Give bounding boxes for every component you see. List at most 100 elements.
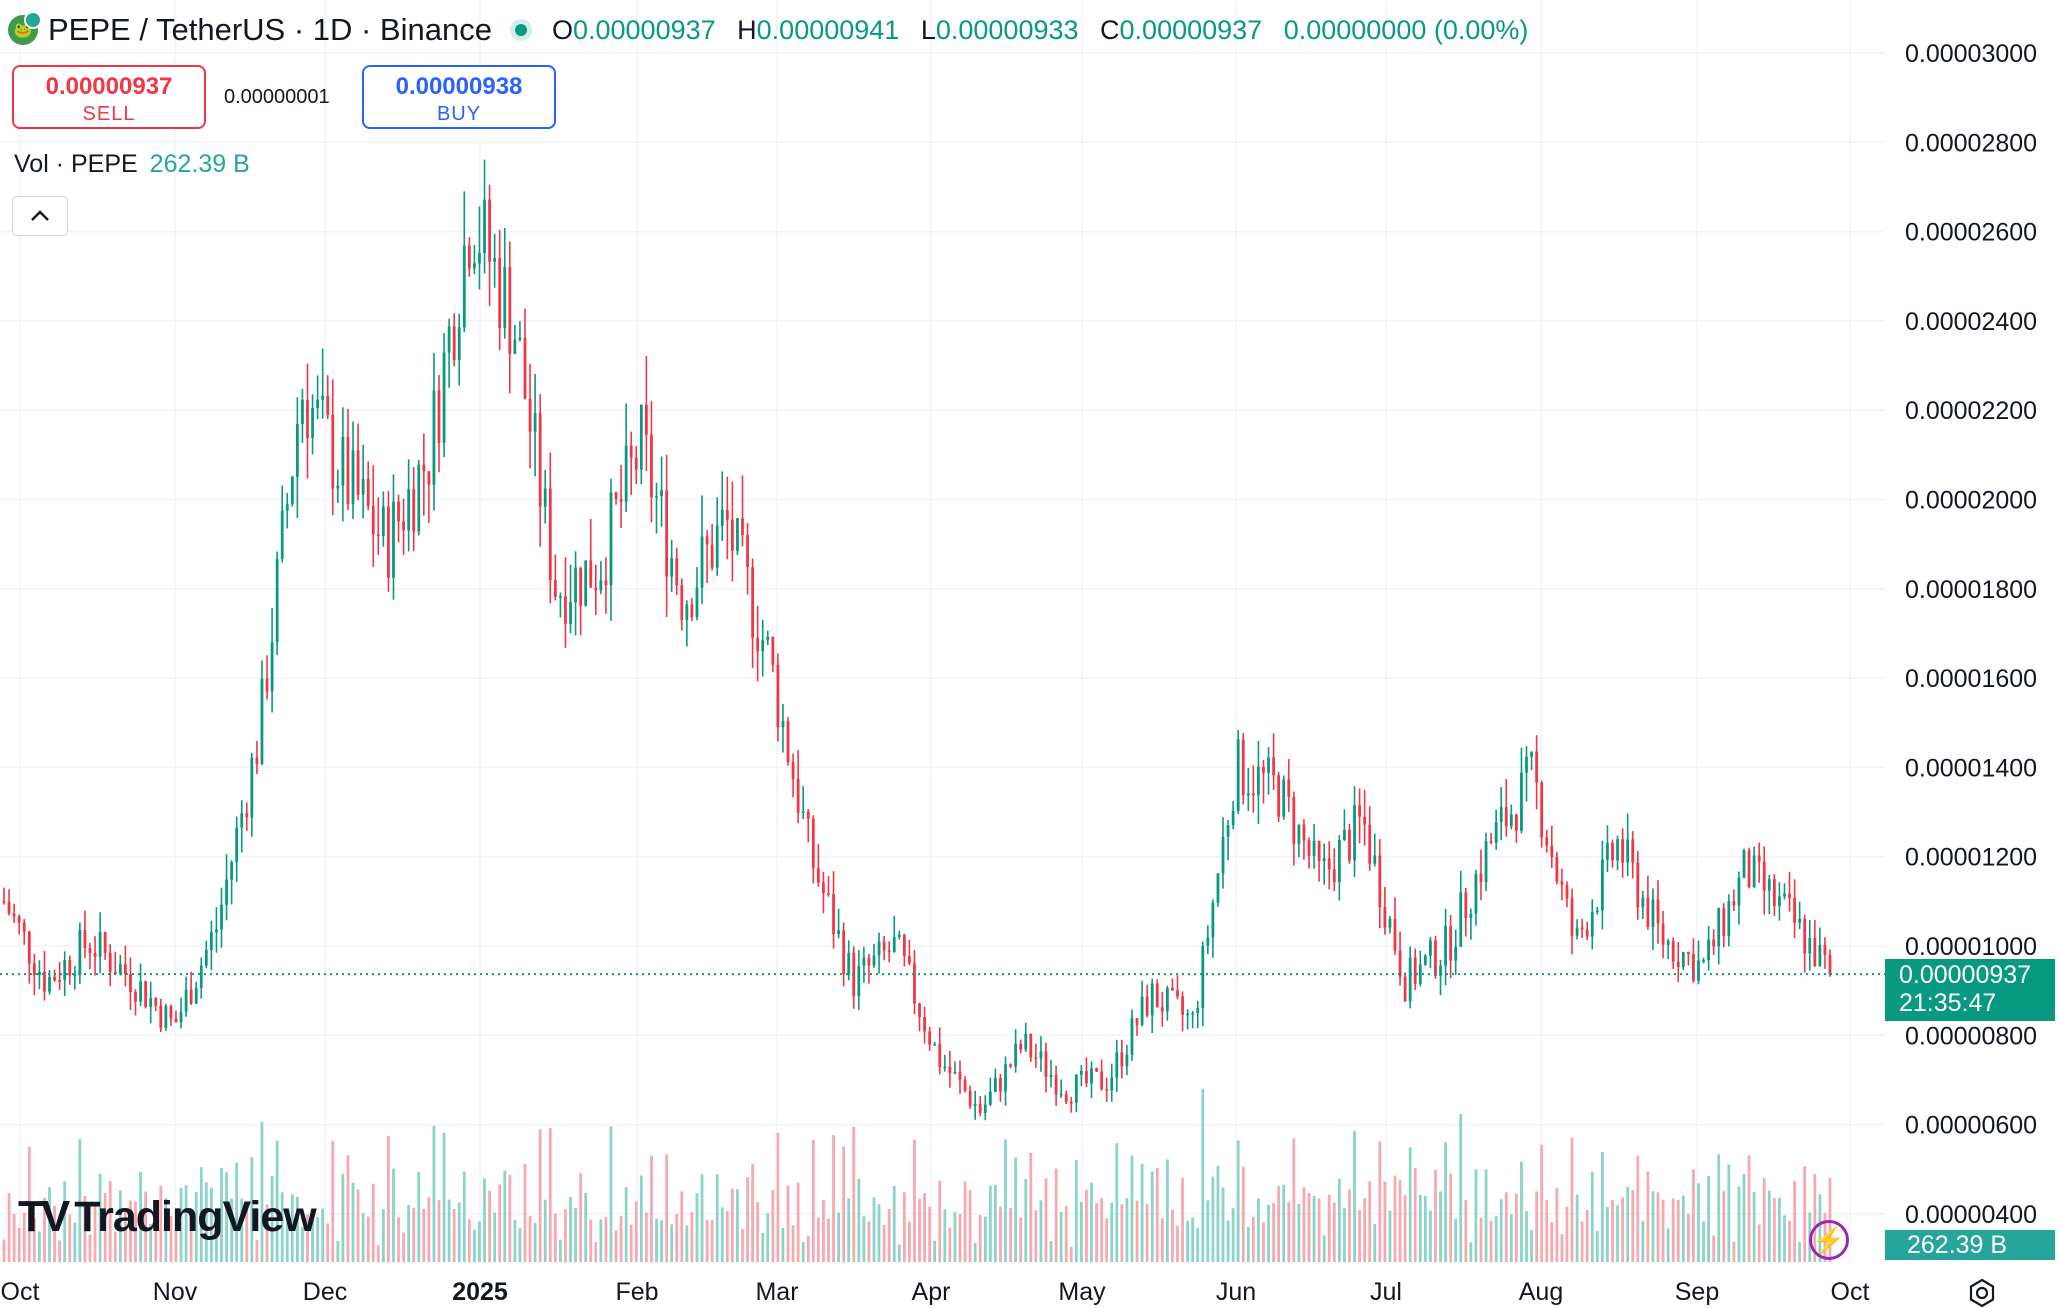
volume-bar (1054, 1168, 1058, 1262)
volume-bar (1606, 1207, 1609, 1262)
volume-bar (584, 1193, 588, 1262)
candle-body (189, 989, 193, 1004)
open-label: O (551, 14, 573, 45)
candle-body (1059, 1093, 1063, 1096)
candle-body (1449, 926, 1453, 961)
candle-body (1145, 996, 1149, 1016)
volume-bar (139, 1171, 142, 1262)
buy-button[interactable]: 0.00000938 BUY (362, 65, 556, 129)
candle-body (1211, 902, 1215, 938)
volume-bar (1267, 1204, 1270, 1262)
volume-bar (695, 1193, 699, 1262)
candle-body (751, 567, 755, 638)
candle-body (1656, 899, 1660, 924)
volume-bar (376, 1244, 380, 1262)
volume-bar (1120, 1204, 1124, 1262)
high-value: 0.00000941 (756, 14, 900, 45)
volume-bar (1226, 1220, 1230, 1262)
candle-body (938, 1044, 942, 1068)
candle-body (1717, 908, 1721, 947)
volume-bar (1828, 1177, 1832, 1262)
candle-body (1388, 919, 1392, 928)
volume-bar (1489, 1220, 1493, 1262)
volume-bar (169, 1215, 173, 1262)
volume-bar (1783, 1215, 1786, 1262)
volume-bar (892, 1186, 896, 1262)
volume-bar (88, 1234, 92, 1262)
x-tick-label: Jul (1370, 1278, 1402, 1306)
candle-body (306, 399, 309, 438)
x-tick-label: Jun (1216, 1278, 1256, 1306)
candle-body (2, 901, 6, 903)
volume-bar (1727, 1164, 1731, 1262)
candle-body (1494, 822, 1498, 843)
volume-bar (1742, 1173, 1746, 1262)
volume-bar (43, 1197, 46, 1262)
candle-body (1418, 964, 1422, 985)
candle-body (1262, 766, 1265, 773)
candle-body (1823, 944, 1827, 955)
candle-body (250, 757, 254, 818)
candle-body (331, 414, 335, 489)
candle-body (1752, 855, 1756, 888)
sell-button[interactable]: 0.00000937 SELL (12, 65, 206, 129)
volume-bar (943, 1209, 947, 1262)
volume-bar (761, 1232, 765, 1262)
candle-body (1287, 779, 1291, 797)
volume-bar (1555, 1188, 1559, 1262)
volume-bar (1095, 1203, 1098, 1262)
candle-body (913, 963, 916, 1004)
candle-body (999, 1077, 1002, 1092)
candle-body (1666, 940, 1670, 945)
pepe-logo-icon[interactable]: 🐸 (8, 11, 42, 45)
volume-bar (290, 1194, 294, 1262)
volume-bar (1201, 1088, 1205, 1262)
lightning-icon[interactable]: ⚡ (1809, 1220, 1849, 1260)
volume-bar (1378, 1141, 1382, 1262)
volume-bar (715, 1174, 719, 1262)
candle-body (113, 971, 117, 974)
candle-body (1054, 1074, 1058, 1095)
candle-body (1115, 1052, 1119, 1078)
candle-body (695, 587, 699, 618)
volume-bar (958, 1214, 962, 1262)
volume-bar (528, 1215, 532, 1262)
volume-bar (154, 1212, 158, 1262)
candle-body (624, 445, 628, 502)
volume-bar (877, 1204, 881, 1262)
volume-bar (533, 1222, 537, 1262)
candle-body (260, 678, 264, 765)
volume-bar (275, 1140, 279, 1262)
candle-body (1808, 937, 1812, 954)
candle-body (356, 450, 360, 495)
volume-bar (225, 1172, 228, 1262)
candle-body (1575, 927, 1579, 936)
volume-bar (437, 1200, 441, 1262)
volume-bar (301, 1227, 304, 1262)
gear-icon[interactable] (1967, 1278, 1997, 1308)
candle-body (240, 813, 244, 828)
candle-body (184, 989, 188, 1012)
volume-bar (1024, 1178, 1028, 1262)
candle-body (1540, 782, 1544, 838)
volume-bar (902, 1192, 906, 1262)
volume-bar (250, 1157, 254, 1262)
candle-body (1803, 918, 1807, 954)
candle-body (351, 450, 355, 505)
symbol-title[interactable]: PEPE / TetherUS · 1D · Binance (48, 12, 492, 47)
volume-bar (447, 1199, 451, 1262)
x-tick-label: May (1058, 1278, 1106, 1306)
tradingview-logo[interactable]: TV TradingView (18, 1192, 317, 1242)
volume-bar (1418, 1194, 1422, 1262)
collapse-legend-button[interactable] (12, 196, 68, 236)
y-tick-label: 0.00001800 (1905, 576, 2037, 604)
candle-body (528, 398, 532, 432)
volume-bar (1079, 1202, 1083, 1262)
volume-bar (1434, 1170, 1437, 1262)
volume-bar (1029, 1152, 1033, 1262)
volume-bar (1186, 1220, 1190, 1262)
candle-body (548, 488, 552, 581)
volume-bar (730, 1188, 734, 1262)
volume-bar (1408, 1147, 1412, 1262)
